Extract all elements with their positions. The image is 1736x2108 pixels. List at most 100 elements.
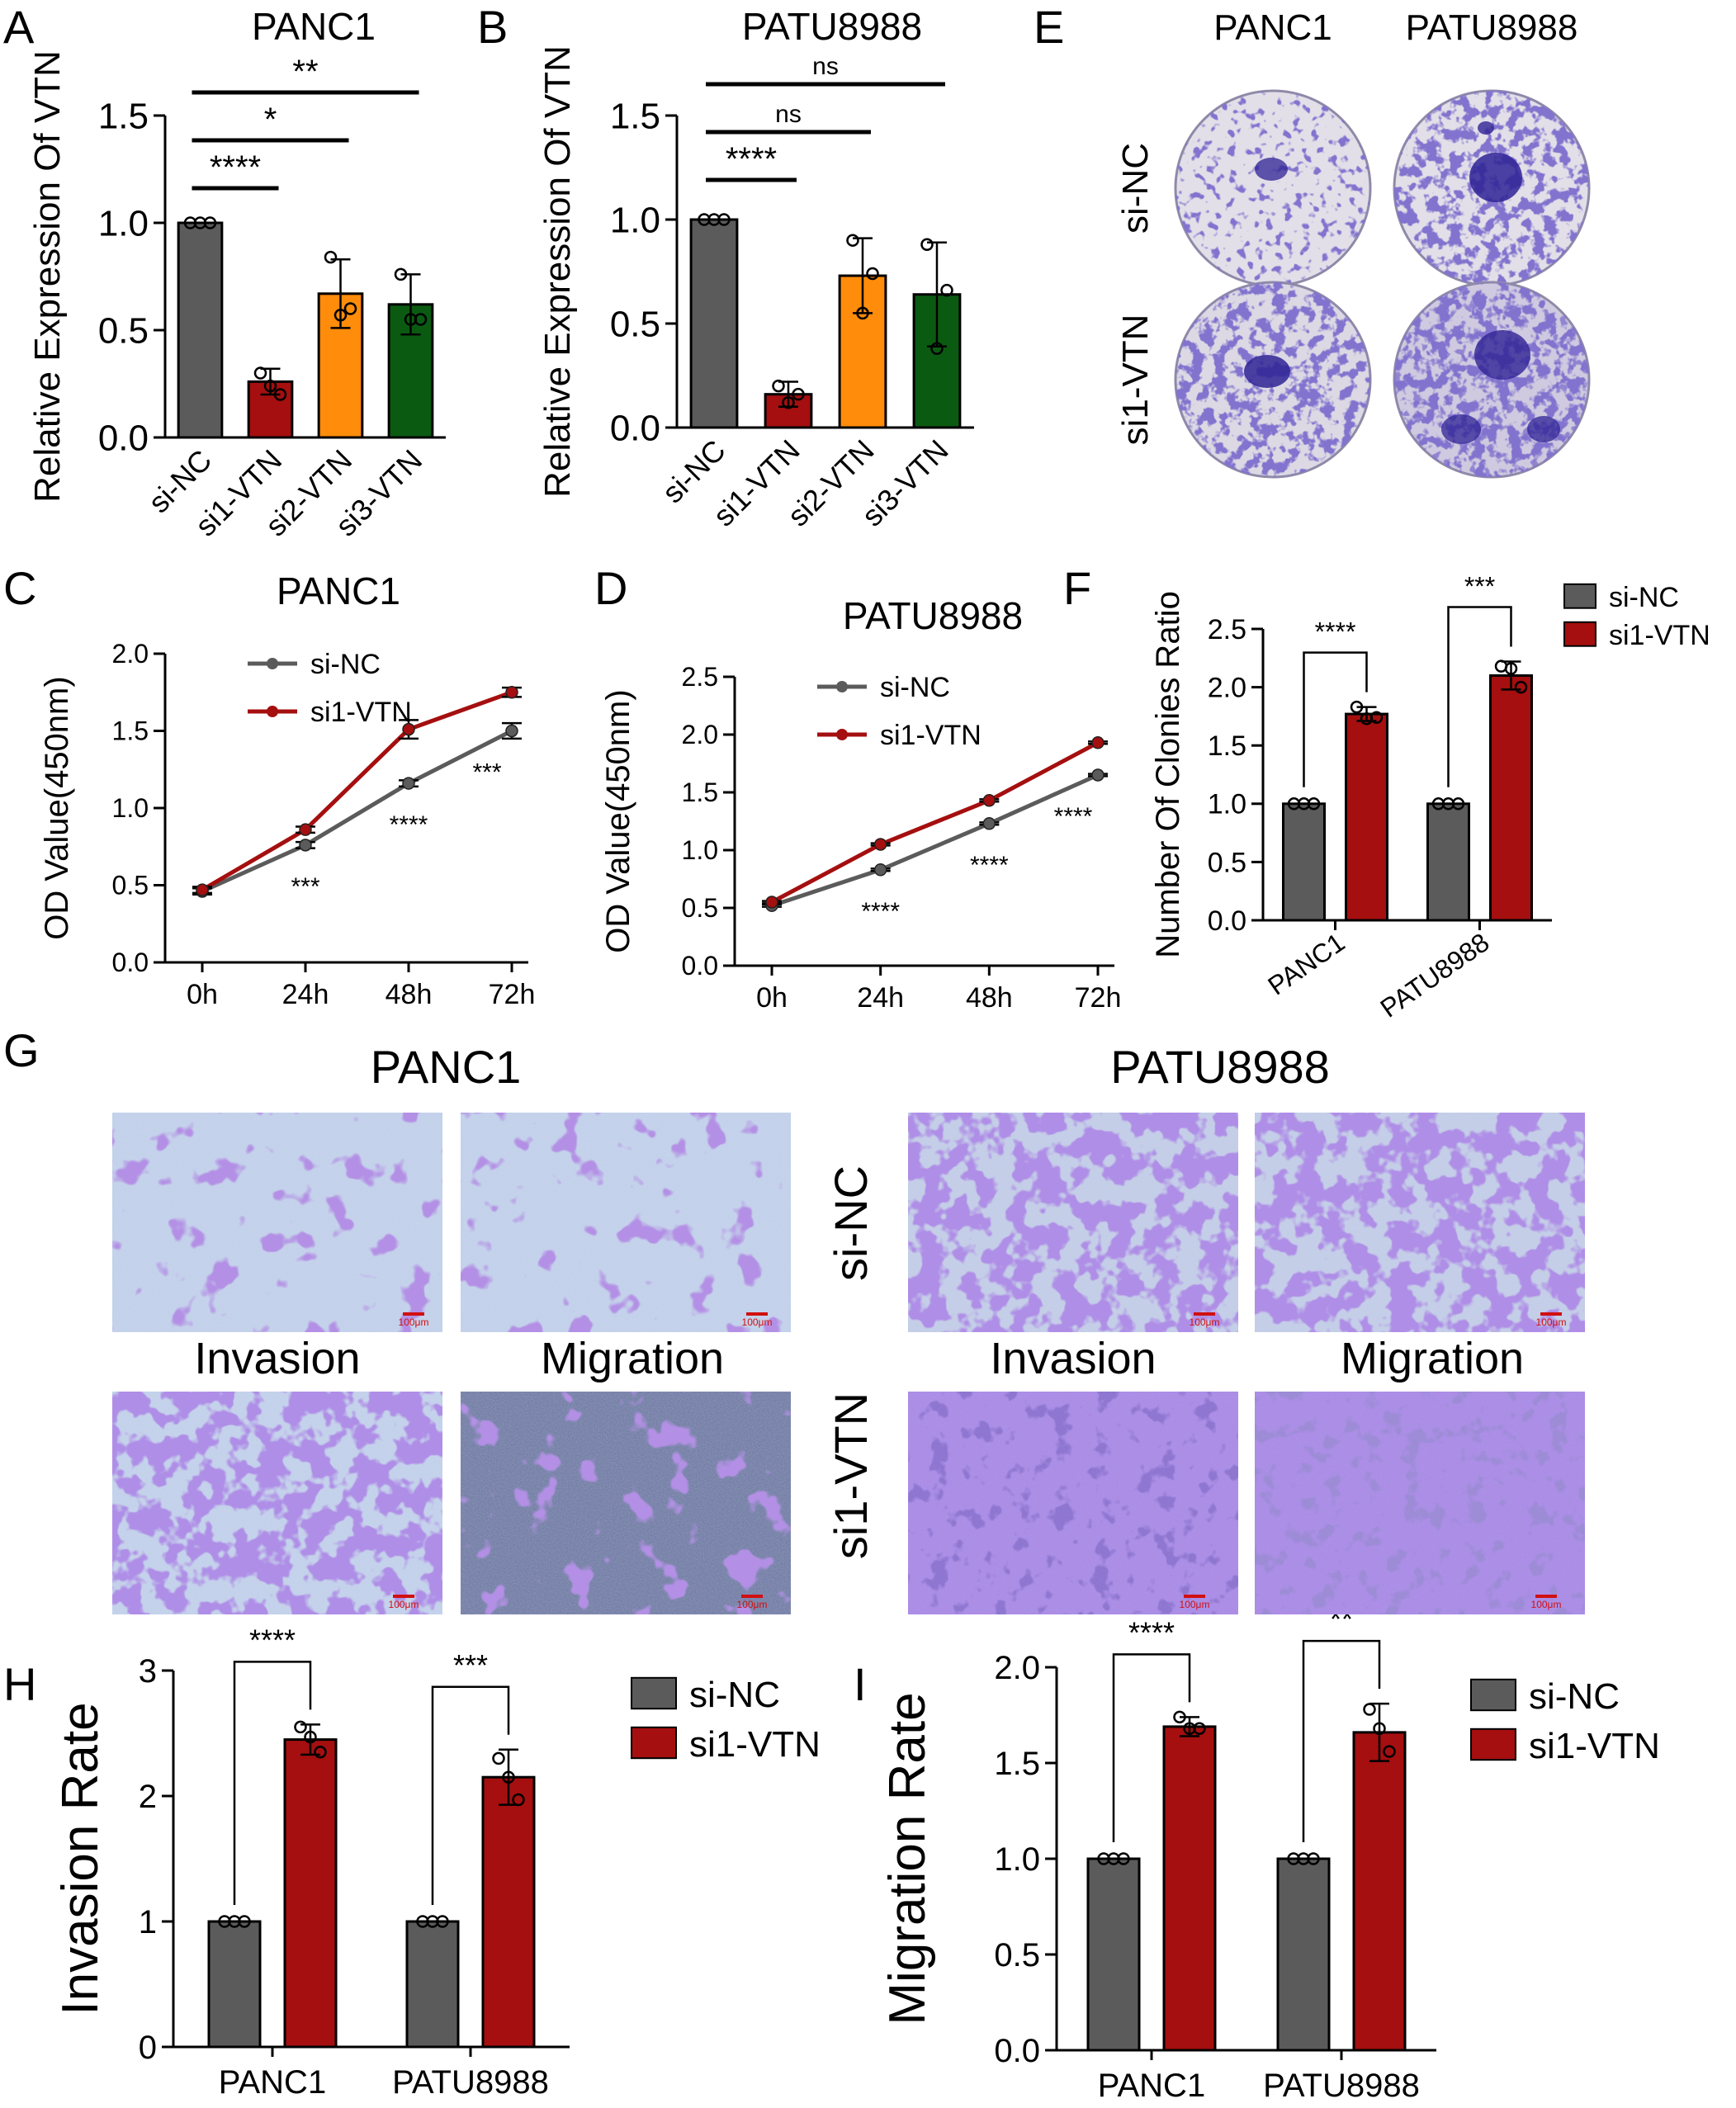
panel-label-c: C xyxy=(3,562,36,614)
replicate-point xyxy=(1373,1722,1386,1735)
scale-bar-label: 100μm xyxy=(1536,1316,1567,1328)
significance-label: **** xyxy=(1054,803,1093,830)
series-point-si-NC xyxy=(299,839,312,852)
significance-bracket xyxy=(1447,606,1512,787)
y-tick-label: 2.0 xyxy=(112,639,149,669)
x-tick-label: PANC1 xyxy=(219,2064,326,2101)
replicate-point xyxy=(263,379,277,393)
replicate-point xyxy=(1451,797,1465,811)
replicate-point xyxy=(1307,1852,1320,1865)
y-tick-label: 0.5 xyxy=(112,871,149,900)
replicate-point xyxy=(846,234,859,247)
series-point-si1-VTN xyxy=(299,823,312,836)
replicate-point xyxy=(1514,680,1528,694)
y-tick-label: 2.0 xyxy=(682,720,718,749)
x-tick-label: 72h xyxy=(489,979,536,1010)
bar-si1-VTN-PANC1 xyxy=(1345,712,1388,922)
bar-si1-VTN-PANC1 xyxy=(1162,1725,1217,2052)
replicate-point xyxy=(304,1730,317,1744)
colony-plate-panc1-si1-vtn xyxy=(1174,281,1372,479)
legend-swatch xyxy=(1470,1678,1516,1712)
series-point-si1-VTN xyxy=(505,686,518,699)
scale-bar xyxy=(746,1312,768,1316)
bar-si-NC-PATU8988 xyxy=(1276,1857,1331,2052)
y-tick-label: 0 xyxy=(139,2030,157,2066)
x-tick-label: PATU8988 xyxy=(1263,2068,1420,2104)
y-tick-label: 0.5 xyxy=(682,893,718,923)
g-col-label-invasion-2: Invasion xyxy=(990,1334,1156,1383)
legend-swatch xyxy=(631,1726,677,1760)
y-axis-label: Invasion Rate xyxy=(52,1702,109,2015)
bar-si1-VTN-PANC1 xyxy=(283,1738,338,2049)
y-tick-label: 1.5 xyxy=(112,716,149,746)
replicate-point xyxy=(203,216,217,229)
chart-panel-f: 0.0 0.5 1.0 1.5 2.0 2.5 Number Of Clonies Rati… xyxy=(1150,572,1710,1023)
bar-si1-VTN-PATU8988 xyxy=(1352,1731,1407,2052)
scale-bar-label: 100μm xyxy=(389,1599,419,1610)
y-tick-label: 1.0 xyxy=(610,200,660,240)
y-tick-label: 1.0 xyxy=(1208,789,1246,820)
scale-bar xyxy=(1194,1312,1215,1316)
e-col-label-panc1: PANC1 xyxy=(1213,7,1332,48)
panel-label-i: I xyxy=(854,1658,867,1710)
replicate-point xyxy=(502,1770,515,1784)
significance-label: **** xyxy=(1315,617,1356,647)
y-tick-label: 0.5 xyxy=(994,1937,1040,1973)
legend-label: si-NC xyxy=(1529,1676,1620,1717)
bar-si-NC-PATU8988 xyxy=(405,1920,460,2049)
legend-marker xyxy=(836,729,848,740)
series-point-si-NC xyxy=(505,724,518,738)
legend-label: si1-VTN xyxy=(310,697,412,728)
significance-label: **** xyxy=(1128,1615,1175,1649)
significance-label: **** xyxy=(210,149,261,186)
series-point-si1-VTN xyxy=(982,794,996,807)
x-tick-label: PANC1 xyxy=(1098,2068,1205,2104)
y-axis-label: Migration Rate xyxy=(879,1692,936,2025)
chart-panel-d: 0.0 0.5 1.0 1.5 2.0 2.5 OD Value(450nm) PATU898… xyxy=(600,594,1121,1014)
g-row-label-si-nc: si-NC xyxy=(825,1165,877,1281)
y-tick-label: 1.5 xyxy=(994,1746,1040,1782)
chart-title: PANC1 xyxy=(277,570,400,612)
y-tick-label: 0.0 xyxy=(1208,905,1246,937)
significance-bracket xyxy=(1112,1653,1191,1842)
replicate-point xyxy=(1383,1745,1396,1758)
replicate-point xyxy=(1504,662,1518,675)
chart-panel-h: 0 1 2 3 Invasion Rate PANC1 **** PATU8988 *** si-… xyxy=(52,1623,821,2101)
series-point-si1-VTN xyxy=(402,722,415,736)
y-tick-label: 1.5 xyxy=(682,778,718,807)
x-tick-label: 0h xyxy=(756,982,788,1014)
series-line-si1-VTN xyxy=(201,690,513,892)
bar-si-NC xyxy=(177,221,224,439)
significance-label: **** xyxy=(861,898,900,925)
replicate-point xyxy=(1363,1703,1376,1716)
scale-bar xyxy=(741,1595,763,1598)
x-tick-label: 48h xyxy=(386,979,433,1010)
replicate-point xyxy=(930,342,944,355)
g-col-label-invasion-1: Invasion xyxy=(194,1334,360,1383)
y-tick-label: 0.0 xyxy=(610,408,660,448)
replicate-point xyxy=(1193,1722,1206,1735)
series-point-si1-VTN xyxy=(196,883,209,896)
colony-plate-panc1-si-nc xyxy=(1174,89,1372,287)
bar-si1-VTN-PATU8988 xyxy=(1489,674,1533,922)
legend-marker xyxy=(836,681,848,692)
significance-label: * xyxy=(264,102,277,138)
significance-label: *** xyxy=(1464,572,1495,602)
legend-swatch xyxy=(1563,583,1596,609)
scale-bar xyxy=(1540,1312,1562,1316)
y-tick-label: 2.0 xyxy=(1208,673,1246,704)
replicate-point xyxy=(1369,711,1384,725)
micrograph-panc1-migration-si1-vtn: 100μm xyxy=(461,1392,791,1614)
panel-label-e: E xyxy=(1034,1,1064,53)
chart-panel-c: 0.0 0.5 1.0 1.5 2.0 OD Value(450nm) PANC1 0h 24h… xyxy=(39,570,535,1010)
significance-bracket xyxy=(431,1685,510,1905)
significance-label: ns xyxy=(775,101,802,128)
y-axis-label: OD Value(450nm) xyxy=(600,689,636,952)
colony-plate-patu8988-si-nc xyxy=(1393,89,1591,287)
significance-label: *** xyxy=(291,873,319,900)
y-tick-label: 1.0 xyxy=(98,203,149,243)
x-tick-label: 48h xyxy=(966,982,1013,1014)
bar-si-NC-PANC1 xyxy=(207,1920,262,2049)
y-tick-label: 0.0 xyxy=(98,418,149,458)
